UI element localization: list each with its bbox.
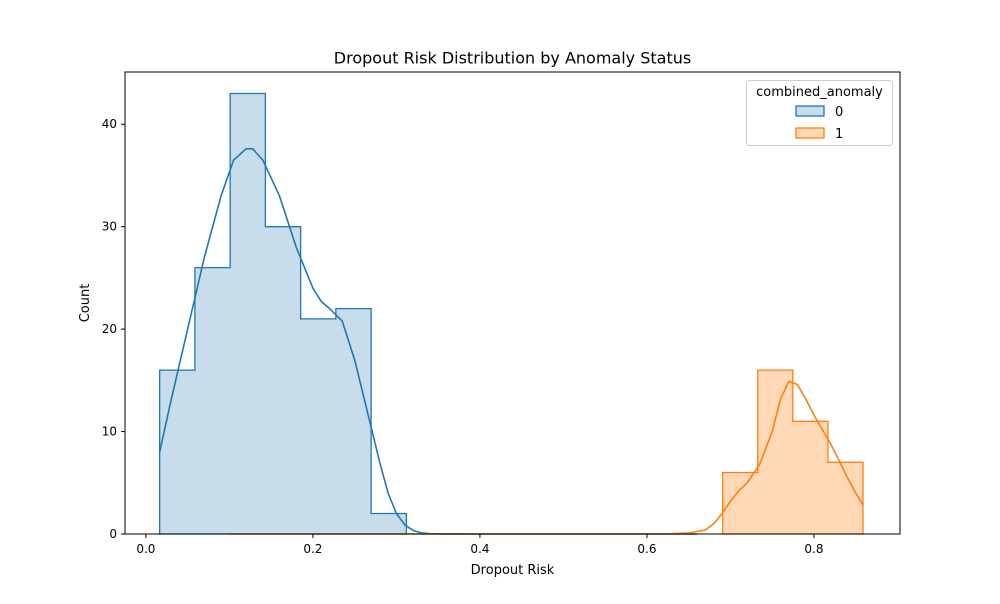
hist-bar [335,308,372,534]
legend-swatch-0 [795,105,825,117]
x-tick-label: 0.2 [303,542,322,556]
hist-bar [722,472,758,534]
hist-bar [230,93,266,534]
hist-outline [722,369,864,535]
series-0 [158,92,698,535]
legend-title: combined_anomaly [756,85,883,100]
plot-frame [124,71,901,535]
hist-bar [757,370,793,534]
hist-bar [371,513,407,534]
hist-bar [300,318,336,534]
y-axis-label: Count [78,284,93,323]
x-axis: 0.0 0.2 0.4 0.6 0.8 [136,534,824,556]
legend-label-1: 1 [835,127,843,142]
x-tick-label: 0.0 [136,542,155,556]
chart-title: Dropout Risk Distribution by Anomaly Sta… [334,49,691,68]
hist-outline [159,92,408,535]
y-tick-label: 20 [102,322,117,336]
legend-box [746,80,893,146]
y-axis: 0 10 20 30 40 [102,117,125,541]
legend-label-0: 0 [835,105,843,120]
x-tick-label: 0.6 [637,542,656,556]
x-tick-label: 0.8 [804,542,823,556]
y-tick-label: 10 [102,425,117,439]
y-tick-label: 0 [109,527,117,541]
y-tick-label: 40 [102,117,117,131]
hist-bar [792,421,828,534]
y-tick-label: 30 [102,220,117,234]
hist-bar [194,267,231,534]
hist-bar [265,226,301,534]
legend: combined_anomaly 0 1 [746,80,893,146]
plot-area [158,92,864,535]
series-1 [229,369,864,535]
hist-bar [159,370,195,534]
legend-swatch-1 [795,127,825,139]
kde-line [229,380,864,535]
x-axis-label: Dropout Risk [471,563,555,578]
x-tick-label: 0.4 [470,542,489,556]
